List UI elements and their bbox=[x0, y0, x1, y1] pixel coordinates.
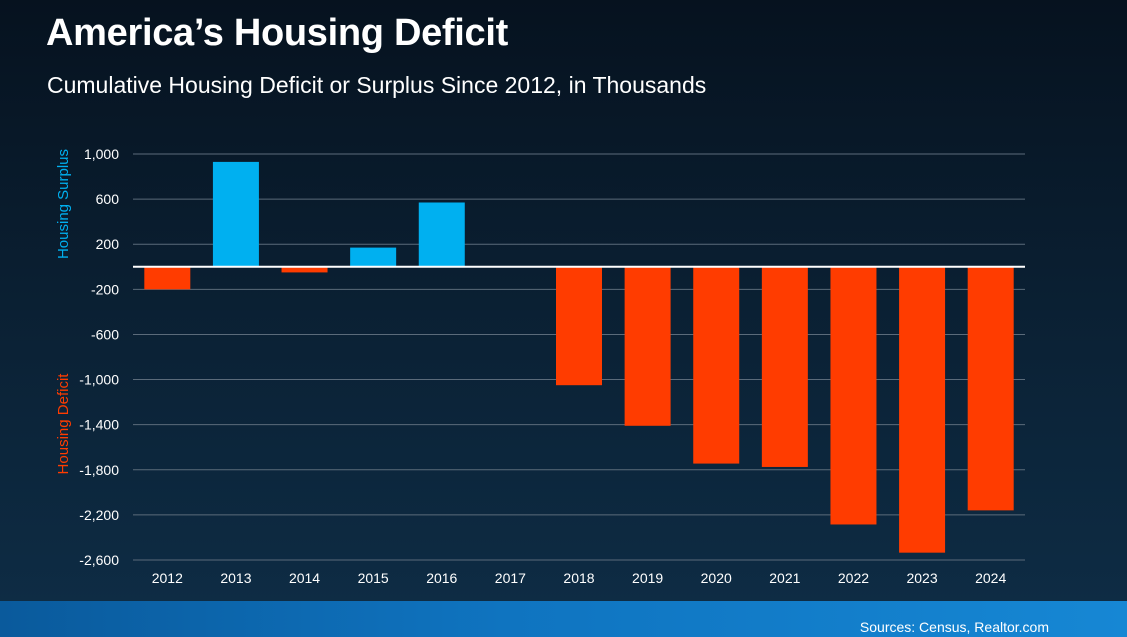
x-tick-label: 2022 bbox=[838, 570, 869, 586]
x-tick-label: 2024 bbox=[975, 570, 1006, 586]
x-tick-label: 2018 bbox=[563, 570, 594, 586]
bar-2021 bbox=[761, 266, 808, 467]
x-tick-label: 2020 bbox=[701, 570, 732, 586]
chart-title: America’s Housing Deficit bbox=[46, 12, 508, 54]
y-tick-label: -2,600 bbox=[79, 552, 119, 568]
x-tick-label: 2014 bbox=[289, 570, 320, 586]
bar-2012 bbox=[144, 266, 191, 290]
bar-2019 bbox=[624, 266, 671, 426]
x-tick-label: 2012 bbox=[152, 570, 183, 586]
bar-2018 bbox=[556, 266, 602, 386]
x-tick-label: 2013 bbox=[220, 570, 251, 586]
y-label-deficit: Housing Deficit bbox=[55, 373, 72, 475]
y-tick-label: -200 bbox=[91, 281, 119, 297]
bar-2014 bbox=[281, 266, 328, 273]
x-tick-label: 2023 bbox=[906, 570, 937, 586]
footer-bar: Sources: Census, Realtor.com bbox=[0, 601, 1127, 637]
axes: 1,000 600 200 -200 -600 -1,000 -1,400 -1,800 -2,… bbox=[55, 146, 1025, 586]
y-tick-label: -600 bbox=[91, 326, 119, 342]
bars bbox=[144, 161, 1014, 553]
chart-subtitle: Cumulative Housing Deficit or Surplus Si… bbox=[47, 72, 707, 98]
sources-note: Sources: Census, Realtor.com bbox=[859, 619, 1049, 635]
y-tick-label: 600 bbox=[96, 191, 120, 207]
x-tick-label: 2021 bbox=[769, 570, 800, 586]
x-tick-label: 2017 bbox=[495, 570, 526, 586]
y-tick-label: 200 bbox=[96, 236, 120, 252]
y-tick-label: -2,200 bbox=[79, 507, 119, 523]
y-tick-label: -1,400 bbox=[79, 417, 119, 433]
x-tick-label: 2019 bbox=[632, 570, 663, 586]
y-label-surplus: Housing Surplus bbox=[55, 149, 72, 259]
x-tick-label: 2015 bbox=[358, 570, 389, 586]
bar-2016 bbox=[418, 202, 465, 267]
x-tick-label: 2016 bbox=[426, 570, 457, 586]
bar-2013 bbox=[212, 161, 259, 267]
bar-2020 bbox=[693, 266, 740, 464]
bar-2015 bbox=[350, 247, 397, 267]
bar-2022 bbox=[830, 266, 877, 525]
bar-2023 bbox=[899, 266, 946, 553]
y-tick-label: -1,000 bbox=[79, 372, 119, 388]
bar-2024 bbox=[967, 266, 1014, 511]
y-tick-label: 1,000 bbox=[84, 146, 119, 162]
bar-chart: 1,000 600 200 -200 -600 -1,000 -1,400 -1,800 -2,… bbox=[55, 146, 1025, 586]
y-tick-label: -1,800 bbox=[79, 462, 119, 478]
